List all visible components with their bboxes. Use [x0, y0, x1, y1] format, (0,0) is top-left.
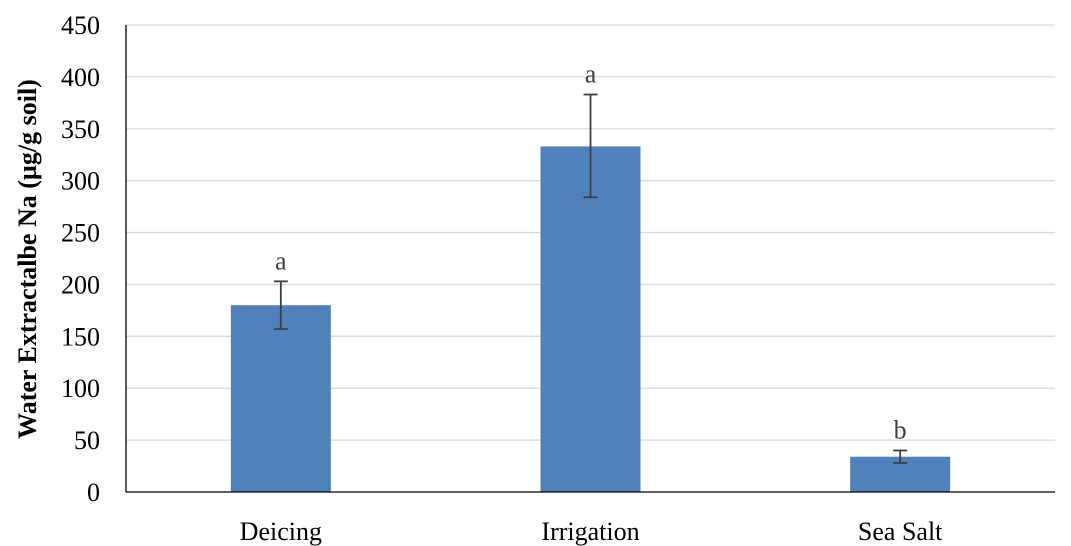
y-tick-label: 350: [61, 115, 100, 144]
y-tick-label: 50: [74, 426, 100, 455]
x-category-labels: Deicing Irrigation Sea Salt: [240, 517, 944, 546]
error-bar: [583, 93, 598, 199]
y-tick-label: 400: [61, 63, 100, 92]
x-category-label: Irrigation: [541, 517, 639, 546]
y-tick-label: 450: [61, 11, 100, 40]
x-category-label: Deicing: [240, 517, 322, 546]
significance-label: a: [585, 60, 597, 89]
error-bars: [273, 93, 908, 464]
bar: [540, 146, 641, 493]
significance-label: b: [894, 415, 907, 444]
y-axis-title: Water Extractalbe Na (µg/g soil): [13, 79, 42, 439]
error-bar: [273, 280, 288, 330]
x-category-label: Sea Salt: [858, 517, 943, 546]
y-tick-label: 200: [61, 270, 100, 299]
y-tick-label: 300: [61, 167, 100, 196]
significance-labels: a a b: [275, 60, 907, 445]
y-tick-labels: 0 50 100 150 200 250 300 350 400 450: [61, 11, 100, 507]
y-tick-label: 250: [61, 219, 100, 248]
bar: [230, 305, 331, 492]
y-tick-label: 0: [87, 478, 100, 507]
significance-label: a: [275, 246, 287, 275]
error-bar: [893, 449, 908, 464]
y-tick-label: 100: [61, 374, 100, 403]
bars: [230, 146, 951, 493]
y-tick-label: 150: [61, 322, 100, 351]
